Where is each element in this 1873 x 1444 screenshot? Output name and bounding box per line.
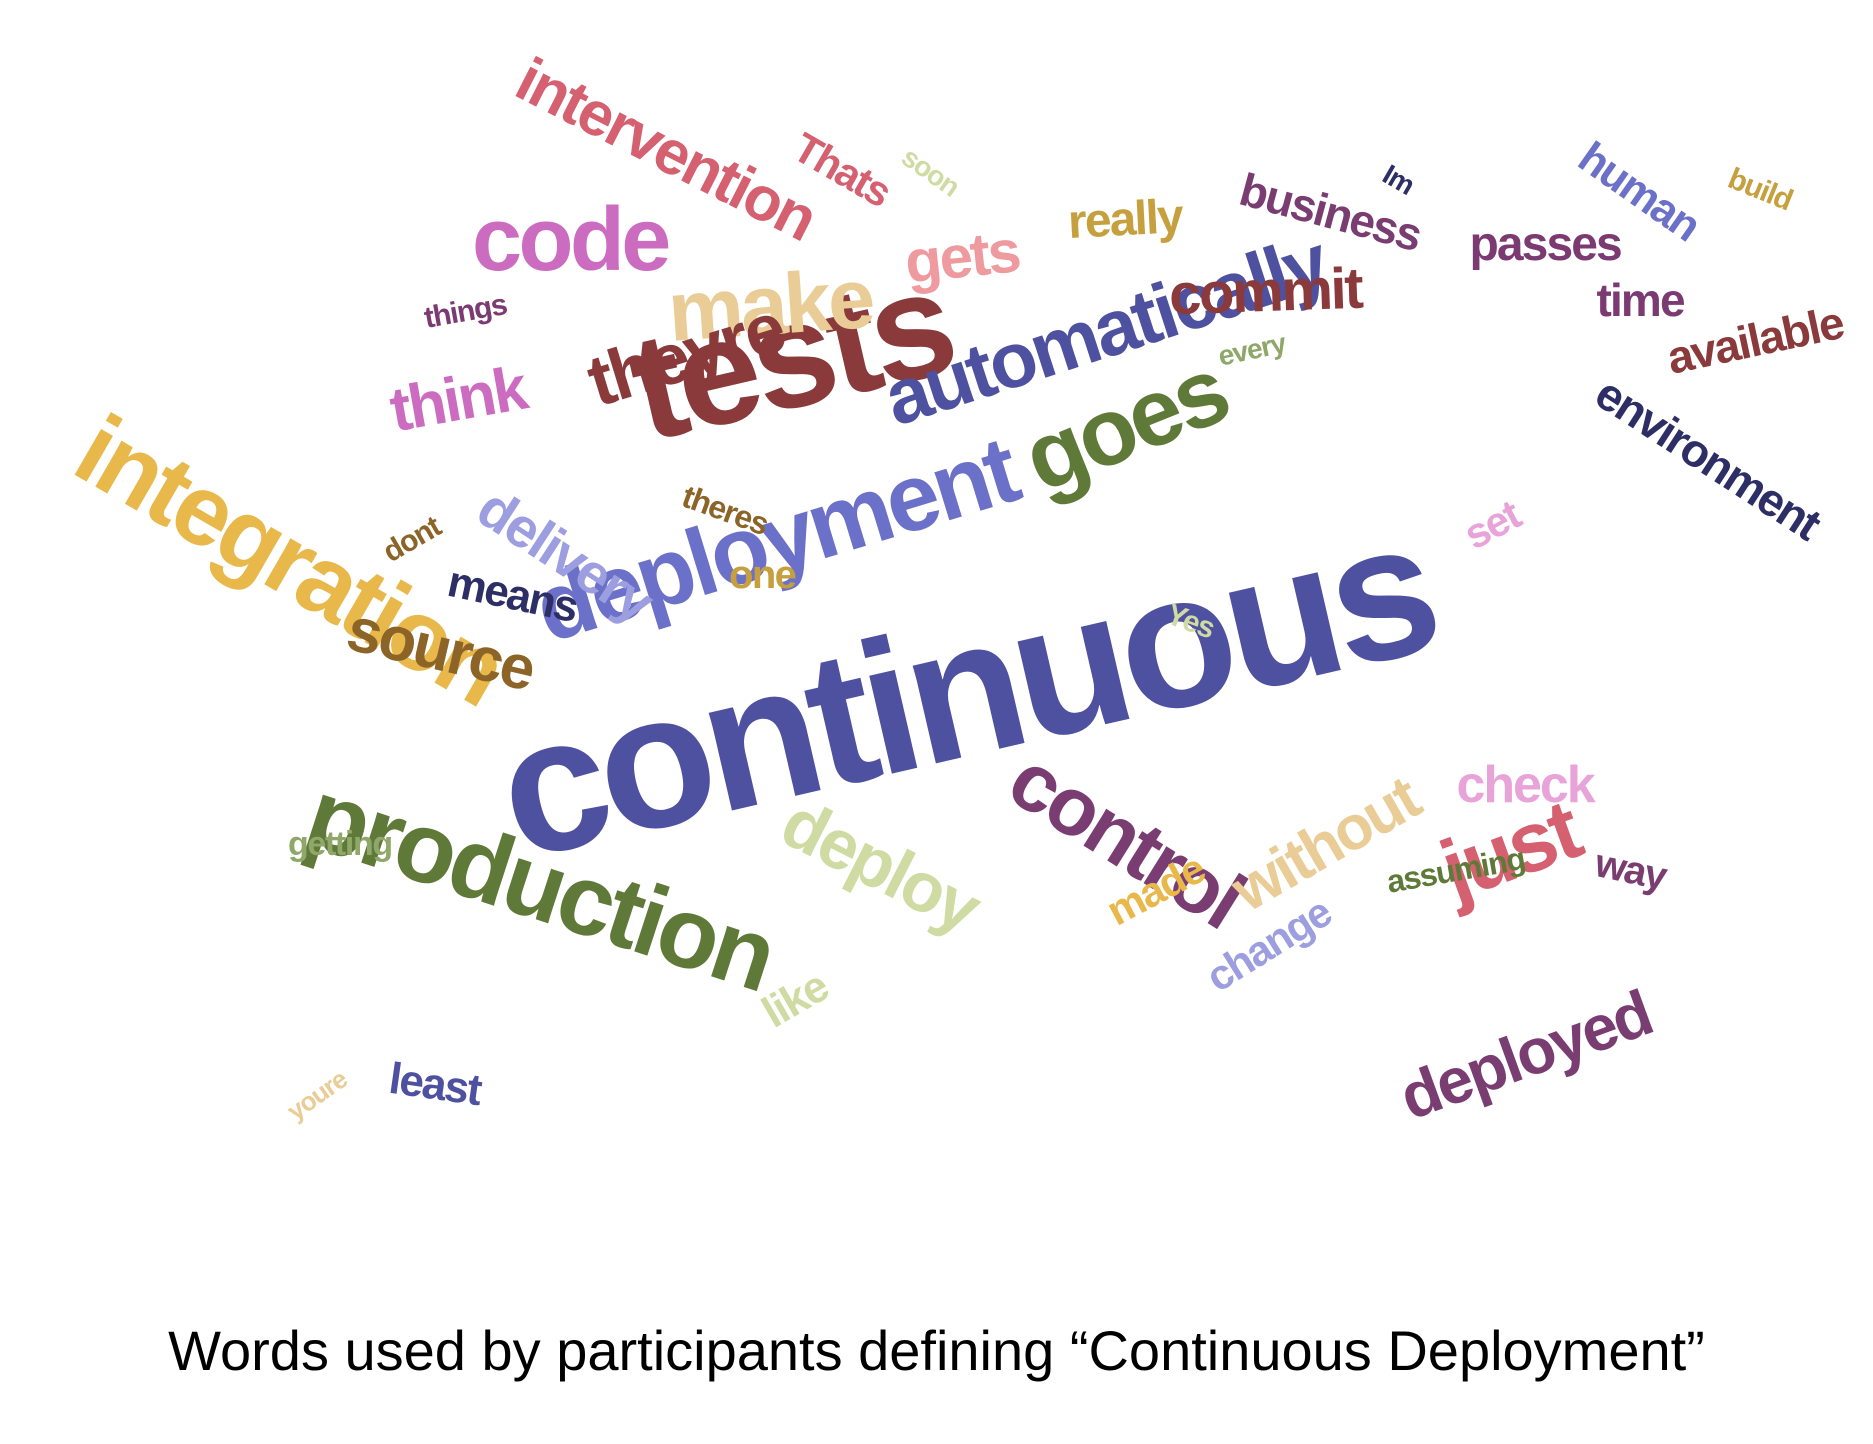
- word-least: least: [386, 1053, 484, 1116]
- word-gets: gets: [901, 217, 1022, 296]
- word-environment: environment: [1586, 366, 1830, 550]
- word-time: time: [1596, 274, 1686, 326]
- word-youre: youre: [281, 1063, 353, 1127]
- word-like: like: [753, 961, 836, 1038]
- word-cloud: continuous tests integration production depl…: [57, 45, 1848, 1134]
- word-build: build: [1723, 161, 1797, 218]
- word-think: think: [384, 353, 531, 446]
- word-passes: passes: [1469, 218, 1623, 271]
- word-im: Im: [1377, 158, 1420, 201]
- figure-caption: Words used by participants defining “Con…: [168, 1319, 1705, 1382]
- word-set: set: [1455, 490, 1528, 559]
- word-soon: soon: [896, 140, 965, 203]
- word-deployed: deployed: [1390, 976, 1660, 1134]
- word-code: code: [472, 190, 671, 290]
- word-check: check: [1456, 756, 1596, 814]
- word-without: without: [1219, 763, 1430, 926]
- word-commit: commit: [1167, 255, 1363, 328]
- word-getting: getting: [288, 825, 393, 863]
- word-really: really: [1066, 190, 1184, 249]
- word-way: way: [1590, 841, 1670, 899]
- word-things: things: [421, 288, 509, 335]
- word-dont: dont: [377, 510, 447, 569]
- word-one: one: [729, 553, 797, 597]
- word-available: available: [1662, 296, 1848, 384]
